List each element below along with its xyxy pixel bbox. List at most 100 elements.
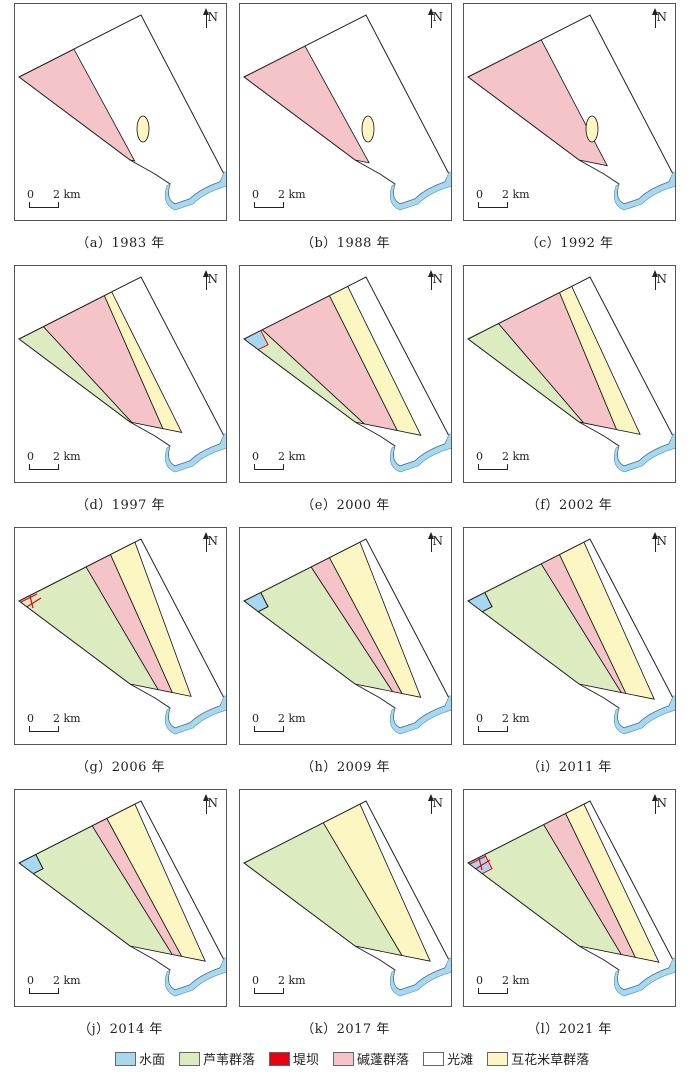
map-panel: N 0 2 km	[463, 789, 676, 1007]
scale-bar: 0 2 km	[252, 450, 312, 470]
map-panel: N 0 2 km	[239, 527, 452, 745]
river-water	[389, 695, 451, 735]
legend-item: 互花米草群落	[487, 1049, 589, 1068]
scale-bar-line	[254, 464, 284, 470]
spartina-patch	[585, 115, 599, 143]
scale-bar: 0 2 km	[27, 450, 87, 470]
legend-swatch	[423, 1051, 445, 1066]
scale-bar-line	[478, 726, 508, 732]
north-arrow: N	[651, 794, 668, 814]
scale-bar: 0 2 km	[252, 188, 312, 208]
legend-item: 光滩	[423, 1049, 473, 1068]
legend-swatch	[487, 1051, 509, 1066]
scale-bar: 0 2 km	[476, 188, 536, 208]
north-label: N	[207, 796, 219, 810]
land-cover-map	[467, 276, 675, 473]
north-label: N	[432, 272, 444, 286]
north-label: N	[207, 534, 219, 548]
scale-distance: 2 km	[502, 974, 530, 987]
river-water	[613, 695, 675, 735]
spartina-patch	[541, 19, 557, 29]
north-label: N	[207, 272, 219, 286]
north-arrow-icon	[427, 270, 434, 290]
land-cover-map	[467, 800, 675, 997]
legend-label: 芦苇群落	[203, 1053, 256, 1068]
scale-zero: 0	[27, 450, 34, 463]
spartina-patch	[136, 115, 150, 143]
river-water	[164, 171, 226, 211]
scale-distance: 2 km	[53, 450, 81, 463]
legend-label: 堤坝	[293, 1053, 320, 1068]
legend-item: 水面	[115, 1049, 165, 1068]
scale-distance: 2 km	[502, 450, 530, 463]
scale-bar: 0 2 km	[27, 974, 87, 994]
scale-distance: 2 km	[502, 188, 530, 201]
north-arrow-icon	[651, 270, 658, 290]
land-cover-map	[18, 14, 226, 211]
panel-caption: （l）2021 年	[527, 1022, 612, 1037]
north-arrow-icon	[202, 794, 209, 814]
scale-distance: 2 km	[502, 712, 530, 725]
river-water	[164, 695, 226, 735]
land-cover-map	[467, 14, 675, 211]
panel-caption: （c）1992 年	[525, 236, 614, 251]
north-label: N	[656, 796, 668, 810]
legend-swatch	[115, 1051, 136, 1066]
scale-zero: 0	[476, 712, 483, 725]
map-panel: N 0 2 km	[463, 3, 676, 221]
legend-label: 碱蓬群落	[357, 1053, 410, 1068]
map-panel: N 0 2 km	[463, 265, 676, 483]
scale-zero: 0	[476, 974, 483, 987]
north-arrow-icon	[202, 8, 209, 28]
scale-distance: 2 km	[53, 712, 81, 725]
north-arrow-icon	[651, 8, 658, 28]
scale-distance: 2 km	[53, 188, 81, 201]
panel-caption: （d）1997 年	[75, 498, 166, 513]
spartina-patch	[92, 19, 108, 29]
north-arrow-icon	[202, 270, 209, 290]
scale-bar-line	[29, 988, 59, 994]
river-water	[389, 957, 451, 997]
north-arrow: N	[202, 794, 219, 814]
scale-zero: 0	[476, 450, 483, 463]
legend-label: 光滩	[447, 1053, 474, 1068]
scale-bar: 0 2 km	[27, 712, 87, 732]
north-label: N	[656, 10, 668, 24]
legend-swatch	[333, 1051, 355, 1066]
scale-zero: 0	[252, 450, 259, 463]
scale-zero: 0	[27, 974, 34, 987]
land-cover-map	[18, 276, 226, 473]
mudflat-area	[244, 15, 449, 204]
spartina-patch	[361, 115, 375, 143]
north-arrow: N	[202, 8, 218, 28]
north-arrow-icon	[202, 532, 209, 552]
land-cover-map	[18, 538, 226, 735]
map-panel: N 0 2 km	[14, 3, 227, 221]
legend-swatch	[179, 1051, 201, 1066]
land-cover-map	[467, 538, 675, 735]
north-arrow-icon	[427, 794, 434, 814]
panel-caption: （h）2009 年	[300, 760, 391, 775]
river-water	[389, 433, 451, 473]
land-cover-map	[243, 276, 451, 473]
panel-caption: （k）2017 年	[301, 1022, 390, 1037]
legend: 水面 芦苇群落 堤坝 碱蓬群落 光滩 互花米草群落	[115, 1049, 603, 1068]
land-cover-map	[243, 14, 451, 211]
map-panel: N 0 2 km	[14, 789, 227, 1007]
land-cover-map	[18, 800, 226, 997]
north-arrow: N	[427, 794, 443, 814]
river-water	[613, 433, 675, 473]
scale-bar: 0 2 km	[476, 712, 536, 732]
scale-zero: 0	[252, 974, 259, 987]
panel-caption: （a）1983 年	[76, 236, 165, 251]
scale-bar: 0 2 km	[27, 188, 87, 208]
panel-caption: （f）2002 年	[526, 498, 613, 513]
scale-distance: 2 km	[53, 974, 81, 987]
river-water	[164, 433, 226, 473]
map-panel: N 0 2 km	[239, 789, 452, 1007]
map-panel: N 0 2 km	[14, 265, 227, 483]
legend-label: 水面	[139, 1053, 166, 1068]
spartina-patch	[317, 19, 333, 29]
scale-bar-line	[478, 202, 508, 208]
legend-label: 互花米草群落	[511, 1053, 590, 1068]
